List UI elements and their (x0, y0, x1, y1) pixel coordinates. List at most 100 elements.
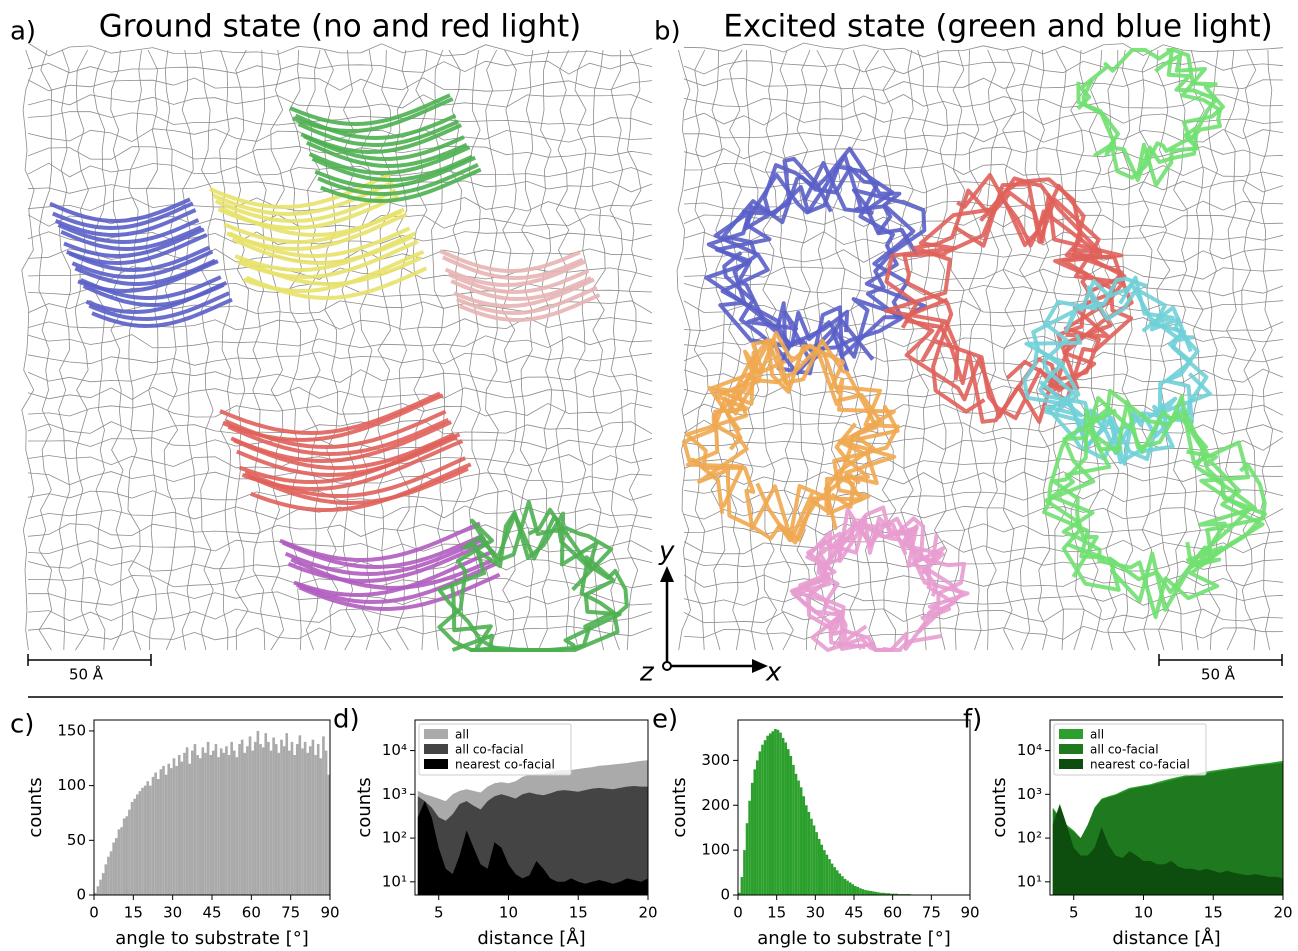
bar (810, 818, 813, 895)
polymer-backbone (683, 42, 1284, 58)
axis-origin (662, 661, 672, 671)
bar (188, 763, 192, 895)
bar (797, 780, 800, 895)
bar (198, 758, 202, 895)
bar (264, 733, 268, 895)
bar (151, 776, 155, 895)
area (1052, 804, 1283, 895)
polymer-backbone (683, 300, 1284, 315)
bar (167, 763, 171, 895)
bar (295, 744, 299, 895)
bar (892, 893, 896, 895)
legend-label: all (1090, 728, 1104, 742)
x-tick-label: 15 (1204, 904, 1223, 922)
bar (104, 864, 108, 895)
polymer-chain (714, 153, 893, 365)
x-tick-label: 90 (320, 904, 339, 922)
polymer-chain (439, 249, 581, 273)
polymer-chain (805, 514, 967, 644)
legend-label: all (455, 728, 469, 742)
polymer-backbone (27, 214, 653, 229)
bar (285, 733, 289, 895)
bar (280, 739, 283, 895)
y-tick-label: 10⁴ (1017, 741, 1042, 759)
bar (217, 757, 220, 895)
bar (282, 746, 286, 895)
bar (841, 876, 844, 895)
bar (301, 748, 304, 895)
bar (191, 750, 194, 895)
polymer-backbone (485, 49, 499, 651)
polymer-chain (883, 188, 1134, 403)
polymer-chain (234, 231, 416, 272)
polymer-chain (85, 280, 228, 314)
polymer-chain (66, 233, 208, 265)
bar (180, 761, 184, 895)
bar (879, 892, 883, 895)
bar (112, 842, 115, 895)
axis-name: x (765, 658, 782, 688)
bar (743, 850, 746, 895)
bar (851, 884, 854, 895)
bar (143, 785, 147, 895)
polymer-chain (244, 456, 467, 498)
x-tick-label: 60 (883, 904, 902, 922)
polymer-chain (320, 167, 482, 203)
legend-swatch (424, 729, 448, 739)
bar (758, 751, 762, 895)
polymer-chain (1076, 48, 1218, 188)
bar (201, 747, 205, 895)
x-axis-label: angle to substrate [°] (757, 928, 950, 949)
polymer-backbone (181, 49, 196, 651)
polymer-backbone (27, 351, 653, 366)
polymer-backbone (288, 49, 303, 651)
y-tick-label: 150 (57, 721, 86, 739)
polymer-chain (1081, 48, 1225, 182)
bar (114, 838, 118, 895)
polymer-backbone (163, 49, 179, 651)
polymer-chain (284, 536, 487, 576)
polymer-backbone (683, 539, 1284, 555)
polymer-chain (60, 225, 203, 251)
polymer-backbone (683, 248, 1284, 263)
bar (738, 892, 741, 895)
arrow-head (660, 566, 674, 582)
bar (128, 809, 131, 895)
bar (799, 787, 803, 895)
bar (789, 755, 793, 895)
polymer-chain (305, 140, 468, 168)
polymer-backbone (864, 49, 879, 651)
polymer-backbone (270, 49, 285, 651)
polymer-chain (250, 462, 472, 512)
polymer-backbone (683, 436, 1284, 452)
bar (843, 878, 847, 895)
polymer-chain (63, 227, 205, 258)
polymer-backbone (127, 49, 142, 651)
polymer-backbone (252, 49, 267, 651)
polymer-chain (224, 409, 447, 449)
legend-box (418, 723, 572, 776)
bar (269, 750, 273, 895)
polymer-backbone (27, 77, 653, 92)
bar (274, 744, 278, 895)
bar (779, 732, 782, 895)
polymer-backbone (431, 49, 445, 651)
y-tick-label: 10² (1017, 829, 1042, 847)
y-tick-label: 0 (720, 886, 730, 904)
polymer-backbone (21, 49, 35, 651)
polymer-backbone (683, 557, 1284, 572)
y-tick-label: 100 (701, 841, 730, 859)
bar (828, 859, 831, 895)
polymer-chain (725, 338, 897, 545)
polymer-chain (1042, 396, 1267, 569)
bar (807, 811, 811, 895)
bar (149, 785, 152, 895)
polymer-backbone (1241, 49, 1257, 651)
scale-label: 50 Å (69, 665, 104, 684)
y-tick-label: 10⁴ (382, 741, 407, 759)
bar (101, 873, 105, 895)
polymer-chain (223, 207, 405, 244)
bar (243, 752, 247, 895)
bar (122, 818, 126, 895)
polymer-backbone (27, 402, 653, 418)
